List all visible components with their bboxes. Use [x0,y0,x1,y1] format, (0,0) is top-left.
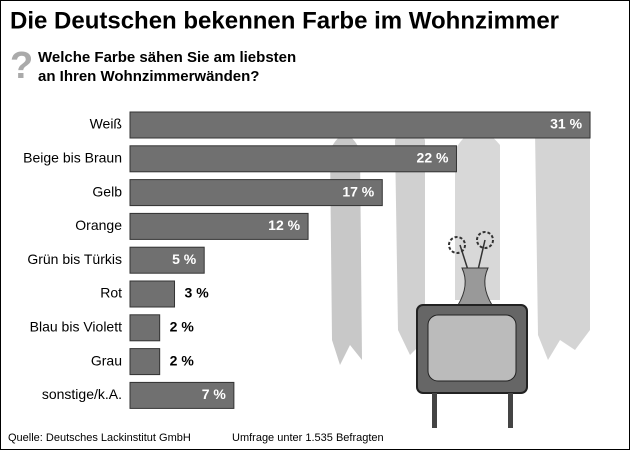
category-label: Beige bis Braun [23,150,122,166]
value-label: 7 % [202,386,227,402]
subtitle: Welche Farbe sähen Sie am liebsten [38,49,296,66]
value-label: 3 % [185,285,210,301]
value-label: 2 % [170,319,195,335]
chart-title: Die Deutschen bekennen Farbe im Wohnzimm… [10,7,559,34]
svg-text:?: ? [10,45,33,87]
bar [129,381,235,409]
note: Umfrage unter 1.535 Befragten [232,432,384,444]
value-label: 31 % [550,116,582,132]
bar [129,348,161,376]
value-label: 5 % [172,251,197,267]
category-label: sonstige/k.A. [42,386,122,402]
category-label: Rot [100,285,122,301]
category-label: Gelb [92,183,122,199]
category-label: Grau [91,352,122,368]
source: Quelle: Deutsches Lackinstitut GmbH [8,432,191,444]
value-label: 12 % [268,217,300,233]
category-label: Weiß [90,116,122,132]
value-label: 2 % [170,352,195,368]
subtitle: an Ihren Wohnzimmerwänden? [38,68,259,85]
bar [129,111,591,139]
bar [129,314,161,342]
bar [129,246,205,274]
bar [129,145,457,173]
category-label: Blau bis Violett [30,319,122,335]
bar [129,212,309,240]
category-label: Orange [75,217,122,233]
category-label: Grün bis Türkis [27,251,122,267]
bar [129,280,176,308]
value-label: 17 % [342,183,374,199]
value-label: 22 % [417,150,449,166]
bar [129,179,383,207]
